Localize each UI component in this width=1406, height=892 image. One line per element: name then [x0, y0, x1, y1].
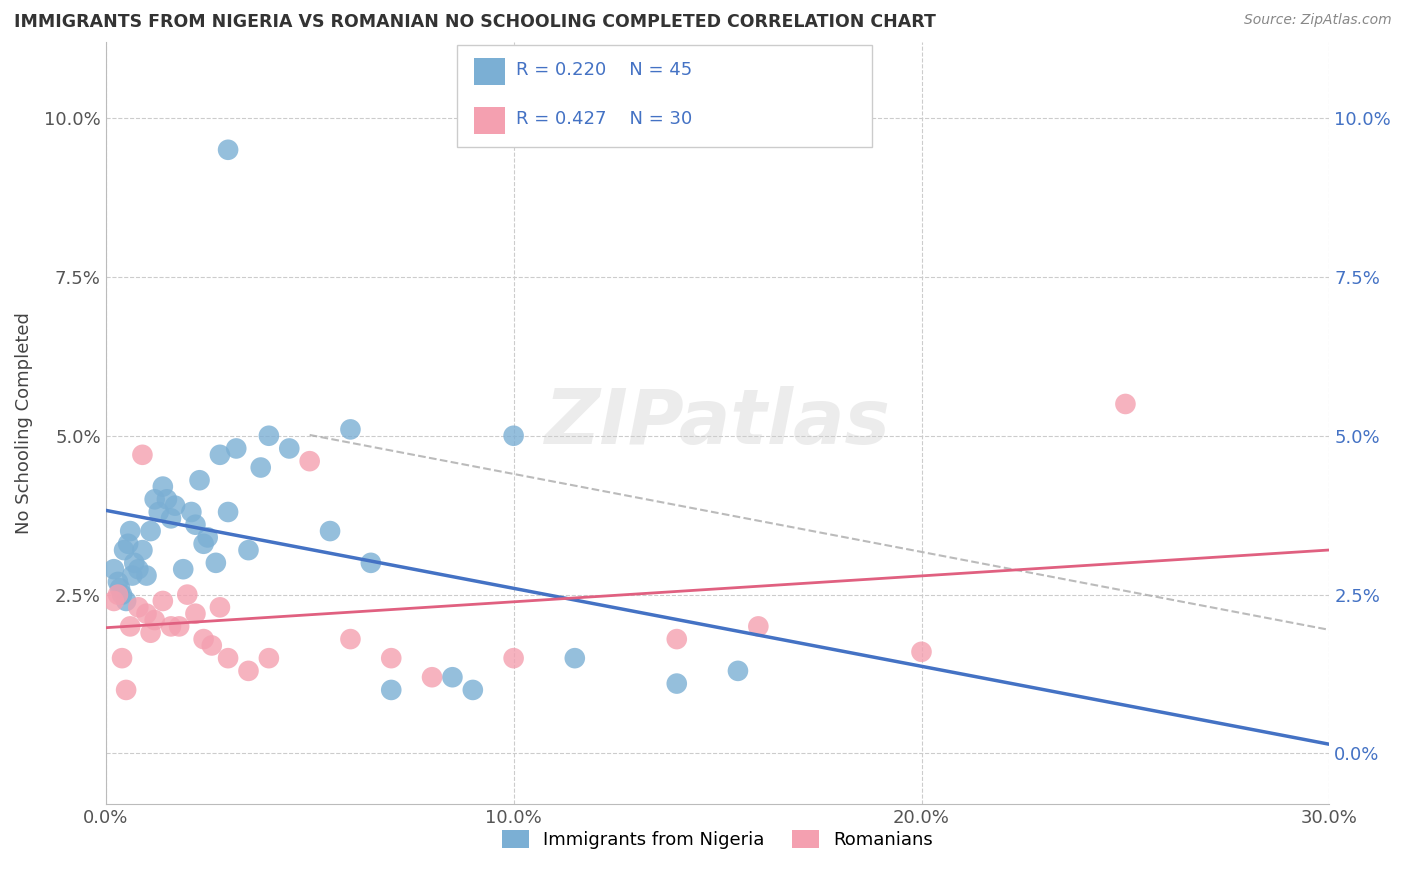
Point [197, 530, 219, 544]
Point [238, 543, 260, 558]
Point [225, 442, 247, 456]
Point [208, 600, 231, 615]
Point [257, 651, 280, 665]
Point [107, 574, 129, 589]
Point [172, 562, 194, 576]
Point [238, 664, 260, 678]
Point [156, 492, 179, 507]
Point [135, 607, 157, 621]
Point [112, 543, 135, 558]
Point [201, 639, 224, 653]
Point [131, 543, 153, 558]
Point [380, 651, 402, 665]
Point [217, 651, 239, 665]
Point [139, 625, 162, 640]
Point [111, 651, 134, 665]
Point [131, 448, 153, 462]
Point [135, 568, 157, 582]
Point [127, 562, 149, 576]
Point [117, 537, 139, 551]
Point [103, 594, 125, 608]
Point [127, 600, 149, 615]
Point [148, 505, 170, 519]
Text: ZIPatlas: ZIPatlas [544, 386, 890, 460]
Point [319, 524, 342, 538]
Point [1114, 397, 1136, 411]
Text: R = 0.427    N = 30: R = 0.427 N = 30 [516, 110, 692, 128]
Point [208, 448, 231, 462]
Point [139, 524, 162, 538]
Point [180, 505, 202, 519]
Point [115, 682, 138, 697]
Point [665, 676, 688, 690]
Point [121, 568, 143, 582]
Legend: Immigrants from Nigeria, Romanians: Immigrants from Nigeria, Romanians [495, 822, 941, 856]
Point [107, 588, 129, 602]
Point [420, 670, 443, 684]
Point [160, 619, 183, 633]
Point [165, 499, 187, 513]
Point [217, 143, 239, 157]
Point [249, 460, 271, 475]
Point [360, 556, 382, 570]
Point [120, 524, 142, 538]
Point [108, 581, 131, 595]
Point [143, 613, 166, 627]
Point [727, 664, 749, 678]
Y-axis label: No Schooling Completed: No Schooling Completed [15, 312, 32, 534]
Point [339, 632, 361, 646]
Point [111, 588, 134, 602]
Point [120, 619, 142, 633]
Point [278, 442, 301, 456]
Point [747, 619, 769, 633]
Point [298, 454, 321, 468]
Point [380, 682, 402, 697]
Point [160, 511, 183, 525]
Point [143, 492, 166, 507]
Point [257, 429, 280, 443]
Point [441, 670, 464, 684]
Point [193, 632, 215, 646]
Point [124, 556, 146, 570]
Point [103, 562, 125, 576]
Point [167, 619, 190, 633]
Point [502, 651, 524, 665]
Text: R = 0.220    N = 45: R = 0.220 N = 45 [516, 61, 692, 78]
Text: IMMIGRANTS FROM NIGERIA VS ROMANIAN NO SCHOOLING COMPLETED CORRELATION CHART: IMMIGRANTS FROM NIGERIA VS ROMANIAN NO S… [14, 13, 936, 31]
Point [461, 682, 484, 697]
Point [339, 422, 361, 436]
Point [152, 594, 174, 608]
Text: Source: ZipAtlas.com: Source: ZipAtlas.com [1244, 13, 1392, 28]
Point [205, 556, 228, 570]
Point [184, 517, 207, 532]
Point [188, 473, 211, 487]
Point [665, 632, 688, 646]
Point [502, 429, 524, 443]
Point [184, 607, 207, 621]
Point [910, 645, 932, 659]
Point [217, 505, 239, 519]
Point [152, 480, 174, 494]
Point [193, 537, 215, 551]
Point [115, 594, 138, 608]
Point [176, 588, 198, 602]
Point [564, 651, 586, 665]
